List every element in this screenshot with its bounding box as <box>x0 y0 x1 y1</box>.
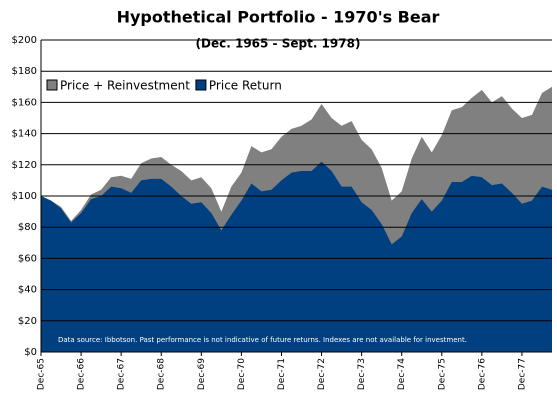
x-tick-label: Dec-71 <box>277 358 287 390</box>
y-tick-label: $180 <box>12 66 37 77</box>
chart-title: Hypothetical Portfolio - 1970's Bear <box>117 8 440 27</box>
chart-subtitle: (Dec. 1965 - Sept. 1978) <box>196 37 361 51</box>
y-tick-label: $100 <box>12 191 37 202</box>
x-tick-label: Dec-70 <box>237 358 247 390</box>
note: Data source: Ibbotson. Past performance … <box>58 336 467 344</box>
x-tick-label: Dec-65 <box>37 358 47 390</box>
legend-label: Price + Reinvestment <box>60 79 190 93</box>
y-tick-label: $40 <box>18 285 37 296</box>
x-tick-label: Dec-72 <box>317 358 327 390</box>
x-tick-label: Dec-66 <box>77 358 87 390</box>
x-tick-label: Dec-74 <box>397 358 407 390</box>
y-tick-label: $20 <box>18 316 37 327</box>
x-tick-label: Dec-76 <box>477 358 487 390</box>
y-tick-label: $80 <box>18 222 37 233</box>
legend-swatch <box>195 79 207 91</box>
legend-swatch <box>46 79 58 91</box>
y-tick-label: $160 <box>12 97 37 108</box>
area <box>41 161 552 352</box>
x-tick-label: Dec-73 <box>357 358 367 390</box>
x-tick-label: Dec-77 <box>517 358 527 390</box>
y-tick-label: $0 <box>24 347 37 358</box>
x-tick-label: Dec-67 <box>117 358 127 390</box>
x-tick-label: Dec-68 <box>157 358 167 390</box>
y-tick-label: $140 <box>12 129 37 140</box>
x-tick-label: Dec-69 <box>197 358 207 390</box>
x-tick-label: Dec-75 <box>437 358 447 390</box>
legend-label: Price Return <box>209 79 282 93</box>
y-tick-label: $200 <box>12 35 37 46</box>
y-tick-label: $60 <box>18 253 37 264</box>
y-tick-label: $120 <box>12 160 37 171</box>
